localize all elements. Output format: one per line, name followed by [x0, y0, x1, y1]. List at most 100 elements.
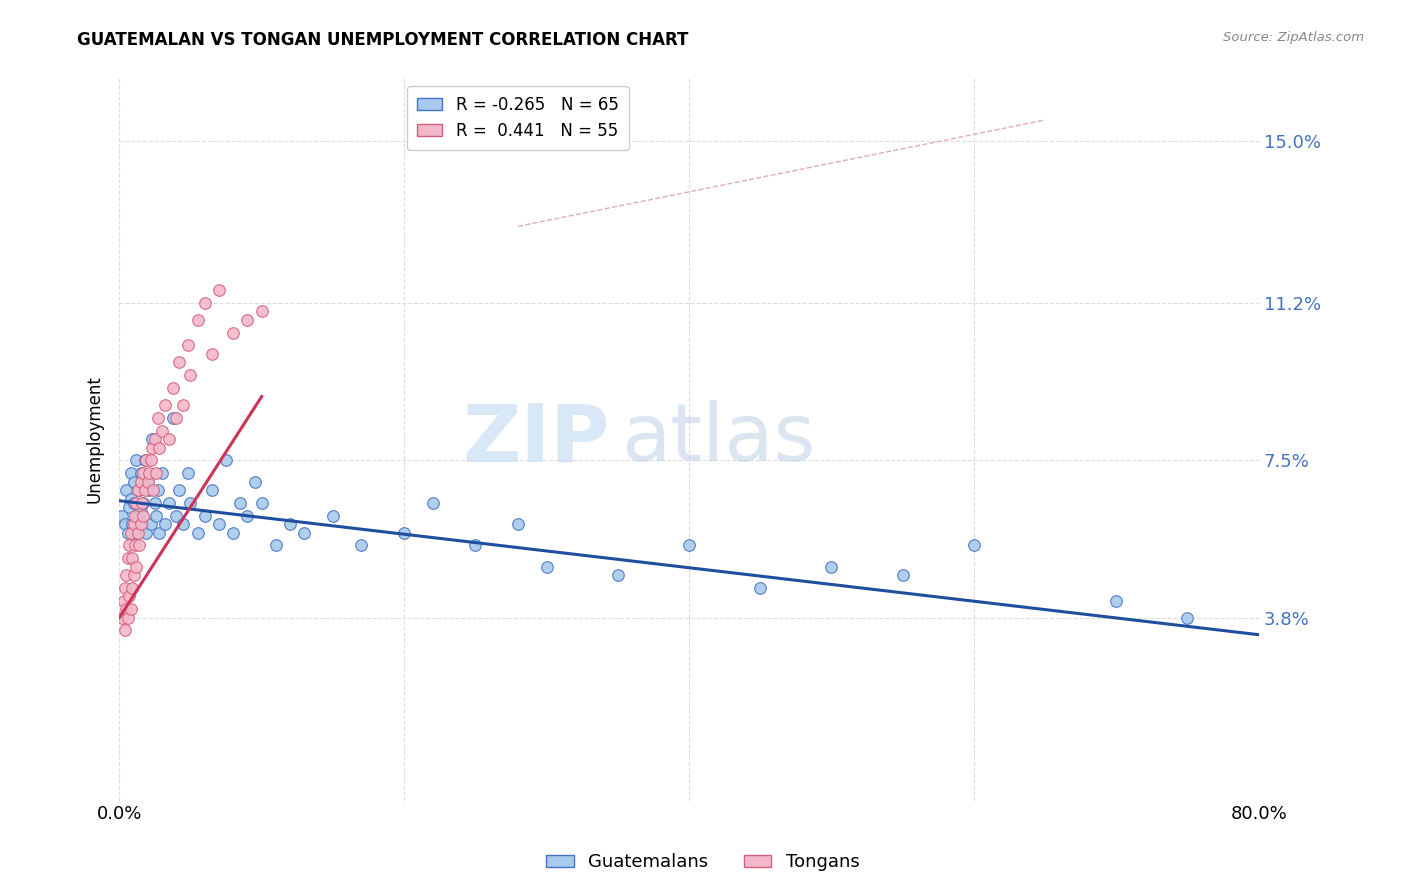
Point	[134, 453, 156, 467]
Point	[201, 483, 224, 497]
Point	[222, 326, 245, 340]
Point	[125, 559, 148, 574]
Point	[229, 496, 252, 510]
Point	[127, 483, 149, 497]
Point	[148, 441, 170, 455]
Point	[176, 338, 198, 352]
Point	[208, 517, 231, 532]
Point	[820, 559, 842, 574]
Point	[422, 496, 444, 510]
Point	[131, 496, 153, 510]
Text: Source: ZipAtlas.com: Source: ZipAtlas.com	[1223, 31, 1364, 45]
Point	[135, 525, 157, 540]
Point	[131, 517, 153, 532]
Point	[120, 602, 142, 616]
Point	[122, 568, 145, 582]
Point	[236, 508, 259, 523]
Point	[172, 517, 194, 532]
Point	[1105, 593, 1128, 607]
Point	[138, 483, 160, 497]
Point	[118, 538, 141, 552]
Point	[134, 483, 156, 497]
Point	[187, 313, 209, 327]
Point	[464, 538, 486, 552]
Point	[132, 466, 155, 480]
Point	[117, 610, 139, 624]
Point	[891, 568, 914, 582]
Point	[145, 508, 167, 523]
Point	[114, 517, 136, 532]
Point	[1177, 610, 1199, 624]
Point	[222, 525, 245, 540]
Point	[215, 453, 238, 467]
Point	[146, 483, 169, 497]
Point	[162, 410, 184, 425]
Point	[294, 525, 316, 540]
Point	[157, 496, 180, 510]
Point	[124, 538, 146, 552]
Point	[139, 453, 162, 467]
Point	[141, 441, 163, 455]
Point	[143, 432, 166, 446]
Point	[236, 313, 259, 327]
Point	[120, 491, 142, 506]
Point	[179, 368, 201, 383]
Point	[141, 432, 163, 446]
Point	[124, 508, 146, 523]
Legend: Guatemalans, Tongans: Guatemalans, Tongans	[540, 847, 866, 879]
Point	[350, 538, 373, 552]
Point	[111, 508, 134, 523]
Point	[118, 590, 141, 604]
Point	[264, 538, 287, 552]
Point	[117, 551, 139, 566]
Point	[120, 525, 142, 540]
Point	[176, 466, 198, 480]
Point	[250, 304, 273, 318]
Point	[112, 593, 135, 607]
Point	[145, 466, 167, 480]
Point	[172, 398, 194, 412]
Point	[157, 432, 180, 446]
Point	[536, 559, 558, 574]
Point	[278, 517, 301, 532]
Text: ZIP: ZIP	[463, 400, 609, 478]
Point	[114, 581, 136, 595]
Point	[125, 496, 148, 510]
Point	[165, 410, 187, 425]
Point	[128, 538, 150, 552]
Point	[120, 466, 142, 480]
Point	[250, 496, 273, 510]
Point	[125, 453, 148, 467]
Point	[187, 525, 209, 540]
Point	[165, 508, 187, 523]
Point	[136, 475, 159, 489]
Point	[201, 347, 224, 361]
Point	[117, 525, 139, 540]
Text: atlas: atlas	[620, 400, 815, 478]
Point	[143, 496, 166, 510]
Point	[606, 568, 628, 582]
Point	[135, 453, 157, 467]
Point	[208, 283, 231, 297]
Point	[167, 355, 190, 369]
Point	[322, 508, 344, 523]
Point	[122, 496, 145, 510]
Point	[392, 525, 415, 540]
Legend: R = -0.265   N = 65, R =  0.441   N = 55: R = -0.265 N = 65, R = 0.441 N = 55	[408, 86, 628, 150]
Point	[150, 466, 173, 480]
Text: GUATEMALAN VS TONGAN UNEMPLOYMENT CORRELATION CHART: GUATEMALAN VS TONGAN UNEMPLOYMENT CORREL…	[77, 31, 689, 49]
Point	[194, 508, 217, 523]
Point	[146, 410, 169, 425]
Y-axis label: Unemployment: Unemployment	[86, 376, 103, 503]
Point	[132, 496, 155, 510]
Point	[121, 517, 143, 532]
Point	[179, 496, 201, 510]
Point	[153, 398, 176, 412]
Point	[194, 296, 217, 310]
Point	[129, 517, 152, 532]
Point	[127, 508, 149, 523]
Point	[150, 424, 173, 438]
Point	[167, 483, 190, 497]
Point	[749, 581, 772, 595]
Point	[506, 517, 529, 532]
